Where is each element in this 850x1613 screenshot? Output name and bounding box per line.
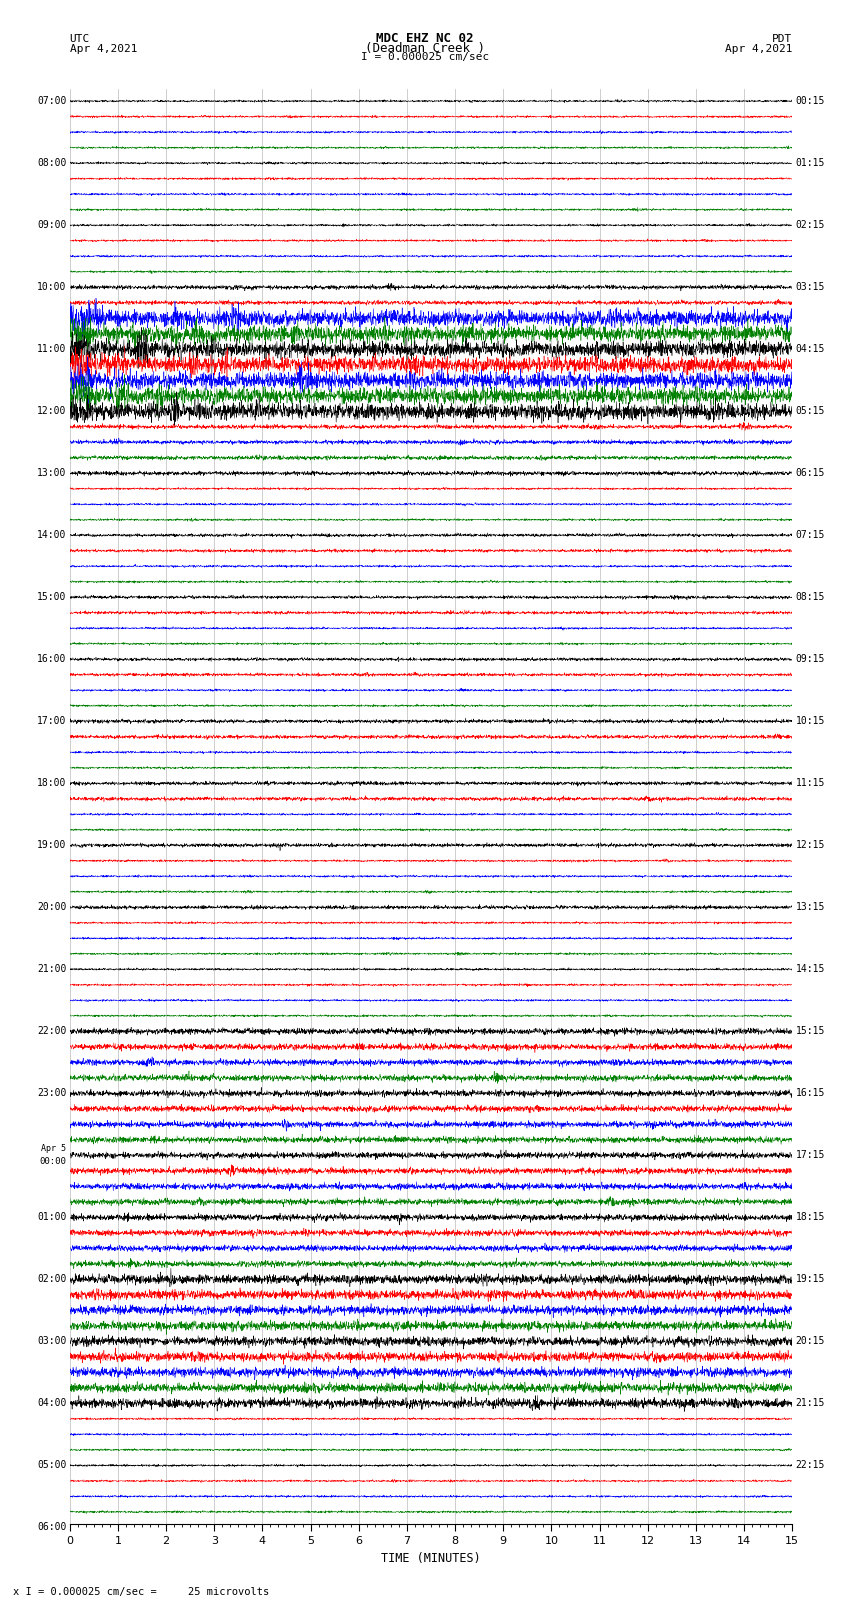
Text: 19:15: 19:15 bbox=[796, 1274, 825, 1284]
Text: 02:15: 02:15 bbox=[796, 219, 825, 231]
Text: Apr 5: Apr 5 bbox=[42, 1144, 66, 1153]
Text: 22:00: 22:00 bbox=[37, 1026, 66, 1036]
Text: 20:15: 20:15 bbox=[796, 1336, 825, 1347]
Text: 18:15: 18:15 bbox=[796, 1213, 825, 1223]
Text: Apr 4,2021: Apr 4,2021 bbox=[70, 44, 137, 53]
Text: 11:00: 11:00 bbox=[37, 344, 66, 355]
Text: 10:15: 10:15 bbox=[796, 716, 825, 726]
Text: 08:15: 08:15 bbox=[796, 592, 825, 602]
Text: 13:00: 13:00 bbox=[37, 468, 66, 477]
Text: 02:00: 02:00 bbox=[37, 1274, 66, 1284]
Text: 18:00: 18:00 bbox=[37, 777, 66, 789]
Text: 14:15: 14:15 bbox=[796, 965, 825, 974]
Text: 00:15: 00:15 bbox=[796, 97, 825, 106]
Text: I = 0.000025 cm/sec: I = 0.000025 cm/sec bbox=[361, 52, 489, 61]
Text: 22:15: 22:15 bbox=[796, 1460, 825, 1471]
Text: 13:15: 13:15 bbox=[796, 902, 825, 913]
Text: (Deadman Creek ): (Deadman Creek ) bbox=[365, 42, 485, 55]
Text: PDT: PDT bbox=[772, 34, 792, 44]
Text: 09:15: 09:15 bbox=[796, 655, 825, 665]
Text: 01:00: 01:00 bbox=[37, 1213, 66, 1223]
X-axis label: TIME (MINUTES): TIME (MINUTES) bbox=[381, 1552, 481, 1565]
Text: 07:15: 07:15 bbox=[796, 531, 825, 540]
Text: 03:00: 03:00 bbox=[37, 1336, 66, 1347]
Text: 10:00: 10:00 bbox=[37, 282, 66, 292]
Text: 16:15: 16:15 bbox=[796, 1089, 825, 1098]
Text: UTC: UTC bbox=[70, 34, 90, 44]
Text: MDC EHZ NC 02: MDC EHZ NC 02 bbox=[377, 32, 473, 45]
Text: 05:15: 05:15 bbox=[796, 406, 825, 416]
Text: 03:15: 03:15 bbox=[796, 282, 825, 292]
Text: 21:00: 21:00 bbox=[37, 965, 66, 974]
Text: 21:15: 21:15 bbox=[796, 1398, 825, 1408]
Text: 12:00: 12:00 bbox=[37, 406, 66, 416]
Text: Apr 4,2021: Apr 4,2021 bbox=[725, 44, 792, 53]
Text: 19:00: 19:00 bbox=[37, 840, 66, 850]
Text: 16:00: 16:00 bbox=[37, 655, 66, 665]
Text: 04:15: 04:15 bbox=[796, 344, 825, 355]
Text: 00:00: 00:00 bbox=[39, 1157, 66, 1166]
Text: x I = 0.000025 cm/sec =     25 microvolts: x I = 0.000025 cm/sec = 25 microvolts bbox=[13, 1587, 269, 1597]
Text: 09:00: 09:00 bbox=[37, 219, 66, 231]
Text: 15:15: 15:15 bbox=[796, 1026, 825, 1036]
Text: 04:00: 04:00 bbox=[37, 1398, 66, 1408]
Text: 08:00: 08:00 bbox=[37, 158, 66, 168]
Text: 05:00: 05:00 bbox=[37, 1460, 66, 1471]
Text: 20:00: 20:00 bbox=[37, 902, 66, 913]
Text: 17:15: 17:15 bbox=[796, 1150, 825, 1160]
Text: 12:15: 12:15 bbox=[796, 840, 825, 850]
Text: 23:00: 23:00 bbox=[37, 1089, 66, 1098]
Text: 06:15: 06:15 bbox=[796, 468, 825, 477]
Text: 11:15: 11:15 bbox=[796, 777, 825, 789]
Text: 07:00: 07:00 bbox=[37, 97, 66, 106]
Text: 14:00: 14:00 bbox=[37, 531, 66, 540]
Text: 15:00: 15:00 bbox=[37, 592, 66, 602]
Text: 06:00: 06:00 bbox=[37, 1523, 66, 1532]
Text: 01:15: 01:15 bbox=[796, 158, 825, 168]
Text: 17:00: 17:00 bbox=[37, 716, 66, 726]
